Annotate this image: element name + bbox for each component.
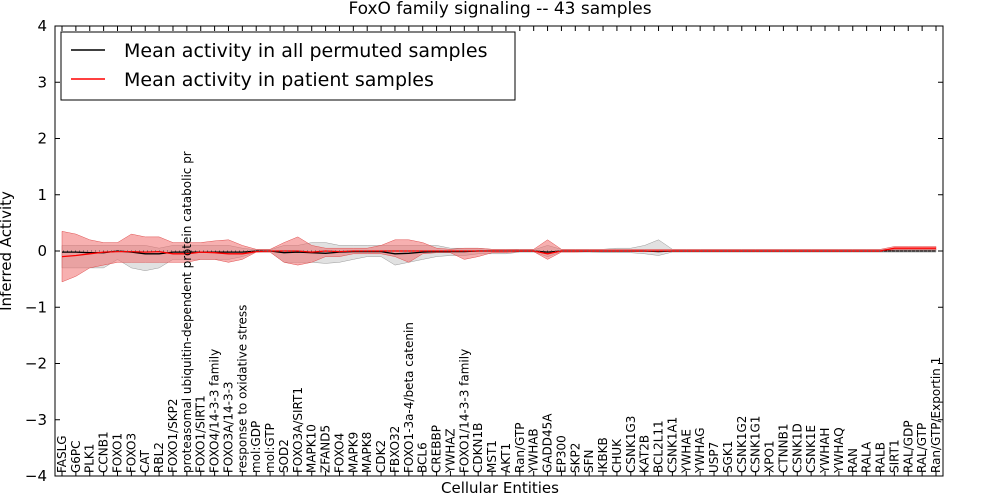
x-tick-label: FOXO3A/SIRT1 — [291, 387, 305, 473]
x-tick-label: response to oxidative stress — [235, 305, 249, 473]
x-tick-label: RBL2 — [152, 442, 166, 473]
x-tick-label: YWHAG — [693, 427, 707, 474]
chart-title: FoxO family signaling -- 43 samples — [348, 0, 651, 19]
x-tick-label: PLK1 — [83, 444, 97, 473]
y-tick-label: 1 — [37, 186, 47, 204]
x-tick-label: Ran/GTP/Exportin 1 — [929, 357, 943, 473]
x-tick-label: MAPK8 — [360, 432, 374, 473]
x-tick-label: proteasomal ubiquitin-dependent protein … — [180, 151, 194, 473]
x-tick-label: GADD45A — [541, 413, 555, 473]
x-tick-label: EP300 — [554, 435, 568, 473]
y-axis-label: Inferred Activity — [0, 191, 15, 311]
x-tick-label: KAT2B — [638, 435, 652, 473]
x-tick-label: SIRT1 — [887, 439, 901, 473]
x-tick-label: SGK1 — [721, 441, 735, 473]
x-tick-label: ZFAND5 — [319, 425, 333, 473]
x-tick-label: mol:GTP — [263, 423, 277, 473]
x-tick-label: FOXO1-3a-4/beta catenin — [402, 322, 416, 473]
x-tick-label: CTNNB1 — [776, 423, 790, 473]
legend-box — [60, 31, 516, 101]
x-tick-label: CCNB1 — [97, 431, 111, 473]
x-tick-label: MAPK9 — [346, 432, 360, 473]
x-tick-label: FOXO4/14-3-3 family — [208, 349, 222, 473]
x-tick-label: USP7 — [707, 442, 721, 473]
x-tick-label: CDK2 — [374, 440, 388, 473]
x-tick-label: SFN — [582, 450, 596, 474]
y-tick-label: −1 — [25, 298, 47, 316]
x-tick-label: RAL/GDP — [901, 420, 915, 473]
x-tick-label: XPO1 — [763, 440, 777, 473]
x-tick-label: CAT — [138, 449, 152, 473]
y-axis-ticks: −4 −3 −2 −1 0 1 2 3 4 — [25, 17, 943, 485]
plot-frame — [54, 25, 944, 477]
band-patient — [61, 230, 937, 283]
x-tick-label: YWHAZ — [443, 428, 457, 474]
x-tick-label: FOXO3 — [124, 433, 138, 473]
x-tick-label: BCL2L11 — [652, 420, 666, 473]
x-tick-label: RAL/GTP — [915, 423, 929, 473]
x-tick-label: CSNK1E — [804, 425, 818, 473]
legend: Mean activity in all permuted samples Me… — [60, 31, 516, 101]
x-tick-label: CREBBP — [430, 425, 444, 473]
x-tick-label: RALB — [874, 442, 888, 473]
x-tick-label: CSNK1G1 — [749, 416, 763, 473]
x-tick-label: RALA — [860, 441, 874, 473]
y-tick-label: 4 — [37, 17, 47, 35]
x-tick-label: YWHAQ — [832, 427, 846, 474]
x-tick-label: FOXO1/14-3-3 family — [457, 349, 471, 473]
x-tick-label: FOXO1/SKP2 — [166, 398, 180, 473]
confidence-bands — [61, 230, 937, 283]
x-tick-label: G6PC — [69, 440, 83, 473]
x-tick-label: SOD2 — [277, 439, 291, 473]
legend-label-patient: Mean activity in patient samples — [124, 69, 434, 91]
y-tick-label: −3 — [25, 411, 47, 429]
x-tick-label: CSNK1G2 — [735, 416, 749, 473]
x-tick-label: RAN — [846, 448, 860, 473]
x-tick-label: CHUK — [610, 438, 624, 473]
x-tick-label: IKBKB — [596, 437, 610, 473]
x-tick-label: AKT1 — [499, 443, 513, 473]
x-tick-label: YWHAH — [818, 428, 832, 474]
x-tick-label: CSNK1G3 — [624, 416, 638, 473]
x-tick-label: FOXO1 — [111, 433, 125, 473]
x-tick-label: CSNK1A1 — [665, 417, 679, 473]
x-axis-ticks: FASLG G6PC PLK1 CCNB1 FOXO1 FOXO3 CAT RBL2 FOXO1… — [55, 26, 943, 476]
x-tick-label: FOXO3A/14-3-3 — [222, 381, 236, 473]
x-tick-label: Ran/GTP — [513, 422, 527, 473]
x-tick-label: FOXO4 — [333, 433, 347, 473]
x-tick-label: FBXO32 — [388, 426, 402, 473]
x-tick-label: FOXO1/SIRT1 — [194, 395, 208, 473]
x-tick-label: CSNK1D — [790, 423, 804, 473]
y-tick-label: 2 — [37, 130, 47, 148]
legend-label-permuted: Mean activity in all permuted samples — [124, 40, 487, 62]
x-tick-label: YWHAE — [679, 429, 693, 474]
x-tick-label: MAPK10 — [305, 424, 319, 473]
y-tick-label: 0 — [37, 242, 47, 260]
x-axis-label: Cellular Entities — [441, 479, 559, 497]
y-tick-label: −2 — [25, 355, 47, 373]
x-tick-label: mol:GDP — [249, 421, 263, 473]
y-tick-label: −4 — [25, 467, 47, 485]
x-tick-label: MST1 — [485, 440, 499, 473]
x-tick-label: SKP2 — [568, 443, 582, 473]
x-tick-label: YWHAB — [527, 428, 541, 474]
x-tick-label: CDKN1B — [471, 423, 485, 473]
y-tick-label: 3 — [37, 73, 47, 91]
x-tick-label: FASLG — [55, 435, 69, 473]
x-tick-label: BCL6 — [416, 442, 430, 473]
